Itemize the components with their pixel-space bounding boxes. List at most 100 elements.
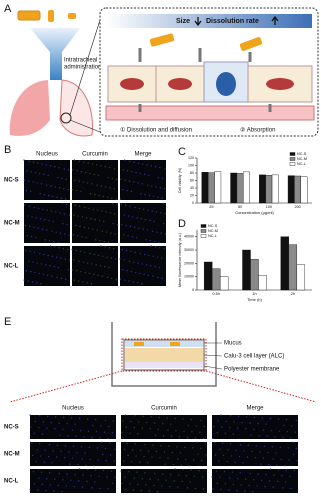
cell-signal	[86, 262, 89, 264]
cell-signal	[122, 460, 125, 462]
cell-signal	[278, 430, 281, 432]
cell-signal	[55, 416, 57, 418]
cell-signal	[129, 432, 131, 435]
cell-signal	[160, 232, 162, 234]
cell-signal	[68, 259, 71, 261]
cell-signal	[86, 282, 88, 284]
cell-signal	[86, 418, 89, 420]
cell-signal	[94, 481, 96, 483]
cell-signal	[96, 184, 98, 186]
cell-signal	[147, 209, 149, 211]
cell-signal	[88, 446, 91, 449]
cell-signal	[55, 211, 57, 213]
cell-signal	[149, 428, 151, 430]
cell-signal	[104, 166, 106, 168]
cell-signal	[59, 434, 61, 436]
cell-signal	[90, 283, 93, 285]
y-axis-label: Mean fluorescence intensity (a.u.)	[178, 233, 182, 287]
cell-signal	[265, 423, 267, 425]
cell-signal	[134, 251, 136, 253]
cell-signal	[247, 444, 250, 446]
cell-signal	[153, 484, 155, 487]
cell-signal	[121, 223, 123, 226]
cell-signal	[230, 455, 233, 457]
cell-signal	[26, 170, 28, 172]
cell-signal	[114, 233, 116, 235]
cell-signal	[91, 487, 93, 489]
bar	[207, 172, 215, 204]
cell-signal	[49, 265, 51, 267]
cell-signal	[65, 485, 68, 487]
cell-signal	[128, 260, 131, 262]
micrograph	[121, 469, 207, 493]
cell-signal	[233, 421, 235, 423]
cell-signal	[229, 477, 231, 479]
cell-signal	[229, 415, 232, 417]
cell-signal	[164, 463, 167, 465]
cell-signal	[79, 225, 81, 228]
cell-signal	[37, 489, 39, 491]
y-tick-label: 0	[192, 201, 194, 205]
cell-signal	[111, 482, 114, 484]
column-header: Nucleus	[62, 406, 84, 412]
y-tick-label: 40000	[184, 235, 194, 239]
cell-signal	[189, 481, 191, 483]
cell-signal	[85, 171, 87, 174]
cell-signal	[216, 432, 219, 434]
cell-signal	[150, 416, 152, 418]
cell-signal	[285, 469, 288, 471]
cell-signal	[106, 476, 108, 478]
cell-signal	[110, 232, 112, 234]
cell-signal	[113, 213, 116, 215]
cell-signal	[53, 490, 55, 492]
cell-signal	[279, 446, 281, 449]
cell-signal	[32, 161, 35, 163]
cell-signal	[281, 475, 283, 477]
cell-signal	[272, 486, 274, 488]
cell-signal	[65, 278, 67, 280]
cell-signal	[153, 422, 156, 424]
cell-signal	[73, 485, 76, 488]
cell-signal	[292, 453, 295, 456]
cell-signal	[78, 180, 80, 182]
cell-signal	[193, 475, 196, 477]
micrograph	[72, 246, 118, 286]
cell-signal	[239, 472, 242, 474]
cell-signal	[268, 463, 270, 466]
cell-signal	[154, 166, 157, 168]
cell-signal	[71, 248, 73, 251]
cell-signal	[109, 442, 111, 444]
cell-signal	[185, 458, 187, 461]
cell-signal	[33, 226, 35, 228]
cell-signal	[28, 205, 30, 207]
cell-signal	[152, 255, 154, 258]
cell-signal	[87, 430, 90, 432]
bar	[271, 174, 279, 204]
up-arrow	[271, 15, 279, 25]
cell-signal	[47, 254, 49, 257]
cell-signal	[274, 436, 276, 438]
cell-signal	[157, 276, 159, 279]
panel-label: A	[4, 3, 12, 15]
cell-signal	[49, 484, 52, 486]
cell-signal	[61, 202, 64, 205]
cell-signal	[157, 196, 159, 199]
cell-signal	[229, 443, 232, 445]
cell-signal	[104, 447, 107, 450]
cell-signal	[25, 270, 28, 272]
legend-swatch	[289, 162, 296, 166]
cell-signal	[36, 449, 38, 451]
cell-signal	[35, 460, 37, 463]
cell-signal	[140, 193, 142, 195]
cell-signal	[141, 263, 143, 265]
cell-signal	[46, 427, 48, 429]
cell-signal	[269, 468, 272, 470]
bar	[214, 171, 222, 204]
cell-signal	[129, 483, 131, 485]
cell-signal	[72, 169, 74, 171]
layer-label: Calu-3 cell layer (ALC)	[224, 354, 284, 360]
y-tick-label: 40	[190, 186, 194, 190]
cell-signal	[41, 228, 44, 230]
cell-signal	[90, 475, 92, 477]
cell-signal	[162, 435, 165, 437]
